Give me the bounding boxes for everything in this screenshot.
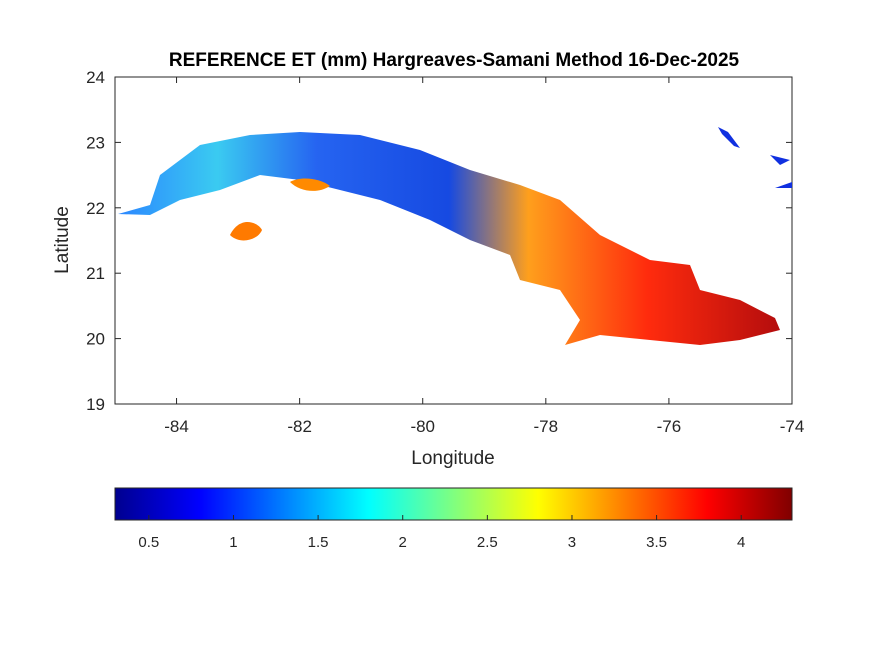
colorbar [114, 487, 793, 521]
x-tick-label: -78 [534, 417, 559, 436]
x-tick-label: -80 [410, 417, 435, 436]
x-tick-label: -82 [287, 417, 312, 436]
colorbar-ticks: 0.5 1 1.5 2 2.5 3 3.5 4 [138, 515, 745, 551]
x-tick-label: -76 [657, 417, 682, 436]
colorbar-tick-label: 3 [568, 534, 576, 551]
colorbar-tick-label: 2 [399, 534, 407, 551]
x-tick-label: -84 [164, 417, 189, 436]
colorbar-tick-label: 1.5 [308, 534, 329, 551]
colorbar-tick-label: 2.5 [477, 534, 498, 551]
y-tick-label: 19 [86, 395, 105, 414]
y-axis-label: Latitude [52, 206, 73, 274]
chart-title: REFERENCE ET (mm) Hargreaves-Samani Meth… [169, 50, 740, 71]
y-axis: 19 20 21 22 23 24 [86, 68, 792, 414]
cuba-landmass [118, 127, 792, 345]
map-axes [114, 76, 793, 405]
colorbar-tick-label: 0.5 [138, 534, 159, 551]
colorbar-tick-label: 3.5 [646, 534, 667, 551]
y-tick-label: 22 [86, 199, 105, 218]
colorbar-tick-label: 1 [229, 534, 237, 551]
x-tick-label: -74 [780, 417, 805, 436]
y-tick-label: 20 [86, 330, 105, 349]
y-tick-label: 23 [86, 133, 105, 152]
x-axis-label: Longitude [411, 448, 494, 469]
y-tick-label: 21 [86, 264, 105, 283]
x-axis: -84 -82 -80 -78 -76 -74 [164, 77, 804, 436]
colorbar-tick-label: 4 [737, 534, 745, 551]
y-tick-label: 24 [86, 68, 105, 87]
